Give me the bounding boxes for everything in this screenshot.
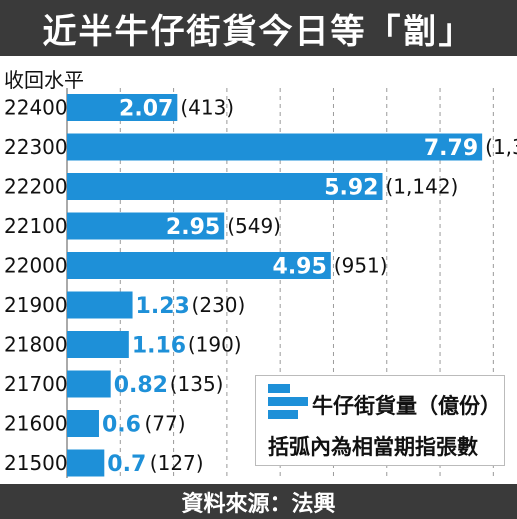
bar — [67, 133, 483, 161]
bar-count-label: (549) — [227, 214, 281, 238]
bar — [67, 94, 178, 121]
bar-count-label: (190) — [188, 333, 242, 357]
bar-value-label: 2.07 — [119, 97, 173, 122]
chart-title: 近半牛仔街貨今日等「劏」 — [42, 11, 475, 52]
bar — [67, 291, 133, 319]
chart-title-bar: 近半牛仔街貨今日等「劏」 — [0, 0, 517, 56]
bar — [67, 449, 105, 477]
bar-count-label: (1,142) — [385, 175, 458, 199]
bar — [67, 331, 129, 358]
legend-series-label: 牛仔街貨量（億份） — [312, 394, 501, 418]
bar-count-label: (413) — [180, 96, 234, 120]
bar-count-label: (951) — [334, 254, 388, 278]
bar-count-label: (127) — [150, 451, 204, 475]
source-bar: 資料來源：法興 — [0, 484, 517, 519]
category-label: 21800 — [4, 333, 68, 357]
bar — [67, 173, 383, 200]
category-label: 22200 — [4, 175, 68, 199]
category-label: 21500 — [4, 451, 68, 475]
bar-count-label: (230) — [192, 293, 246, 317]
bar-value-label: 0.6 — [102, 413, 141, 438]
category-label: 21900 — [4, 293, 68, 317]
bar-value-label: 1.23 — [136, 294, 190, 319]
bar-count-label: (135) — [170, 372, 224, 396]
bar-value-label: 4.95 — [273, 255, 327, 280]
bar — [67, 252, 331, 279]
bar-value-label: 1.16 — [132, 334, 186, 359]
bar — [67, 410, 99, 437]
category-label: 22000 — [4, 254, 68, 278]
category-label: 21600 — [4, 412, 68, 436]
source-text: 資料來源：法興 — [181, 491, 336, 517]
category-label: 22400 — [4, 96, 68, 120]
bar-value-label: 0.7 — [107, 452, 146, 477]
category-label: 22100 — [4, 214, 68, 238]
category-label: 21700 — [4, 372, 68, 396]
bar-count-label: (1,373) — [485, 135, 517, 159]
bar-value-label: 5.92 — [324, 176, 378, 201]
legend: 牛仔街貨量（億份） 括弧內為相當期指張數 — [255, 375, 505, 466]
legend-bar-icon — [268, 384, 308, 420]
bar-value-label: 2.95 — [166, 215, 220, 240]
category-label: 22300 — [4, 135, 68, 159]
y-axis-title: 收回水平 — [4, 68, 84, 92]
bar — [67, 212, 225, 240]
legend-note: 括弧內為相當期指張數 — [268, 435, 478, 459]
bar-value-label: 0.82 — [114, 373, 168, 398]
bar-count-label: (77) — [144, 412, 185, 436]
bar-value-label: 7.79 — [424, 136, 478, 161]
bar — [67, 370, 111, 398]
